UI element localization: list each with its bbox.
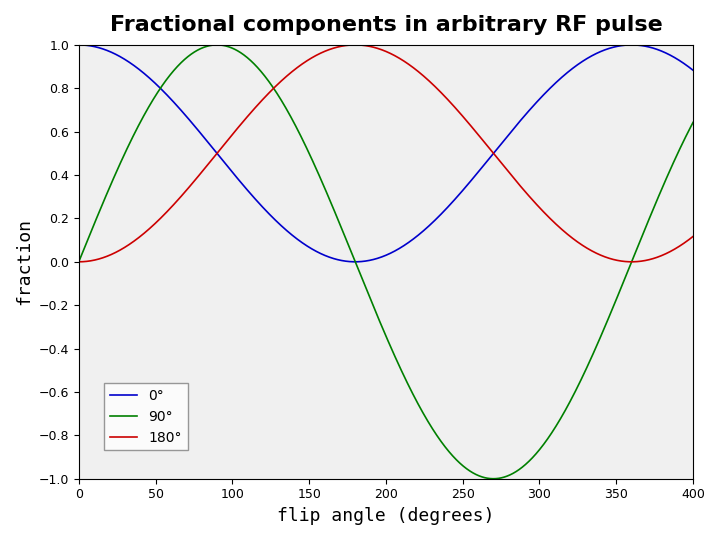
Legend: 0°, 90°, 180°: 0°, 90°, 180° [104, 383, 188, 450]
180° [671, 245, 680, 252]
0° [689, 67, 698, 73]
0° [559, 73, 567, 80]
90° [74, 259, 83, 265]
0° [671, 55, 680, 62]
Line: 180°: 180° [78, 45, 693, 262]
Line: 90°: 90° [78, 45, 693, 479]
90° [689, 119, 698, 126]
Y-axis label: fraction: fraction [15, 218, 33, 305]
90° [559, 411, 567, 417]
90° [357, 274, 366, 280]
90° [374, 314, 382, 320]
90° [671, 155, 680, 161]
0° [374, 255, 382, 261]
180° [357, 42, 366, 49]
0° [351, 259, 360, 265]
180° [106, 252, 114, 258]
180° [351, 42, 360, 48]
90° [106, 183, 114, 190]
180° [74, 259, 83, 265]
90° [212, 42, 221, 48]
Line: 0°: 0° [78, 45, 693, 262]
180° [689, 233, 698, 240]
90° [489, 476, 498, 482]
0° [74, 42, 83, 48]
0° [357, 258, 366, 265]
90° [672, 154, 680, 160]
180° [374, 45, 382, 52]
180° [559, 227, 567, 233]
0° [671, 55, 680, 61]
0° [106, 49, 114, 55]
Title: Fractional components in arbitrary RF pulse: Fractional components in arbitrary RF pu… [109, 15, 662, 35]
180° [671, 246, 680, 252]
X-axis label: flip angle (degrees): flip angle (degrees) [277, 507, 495, 525]
